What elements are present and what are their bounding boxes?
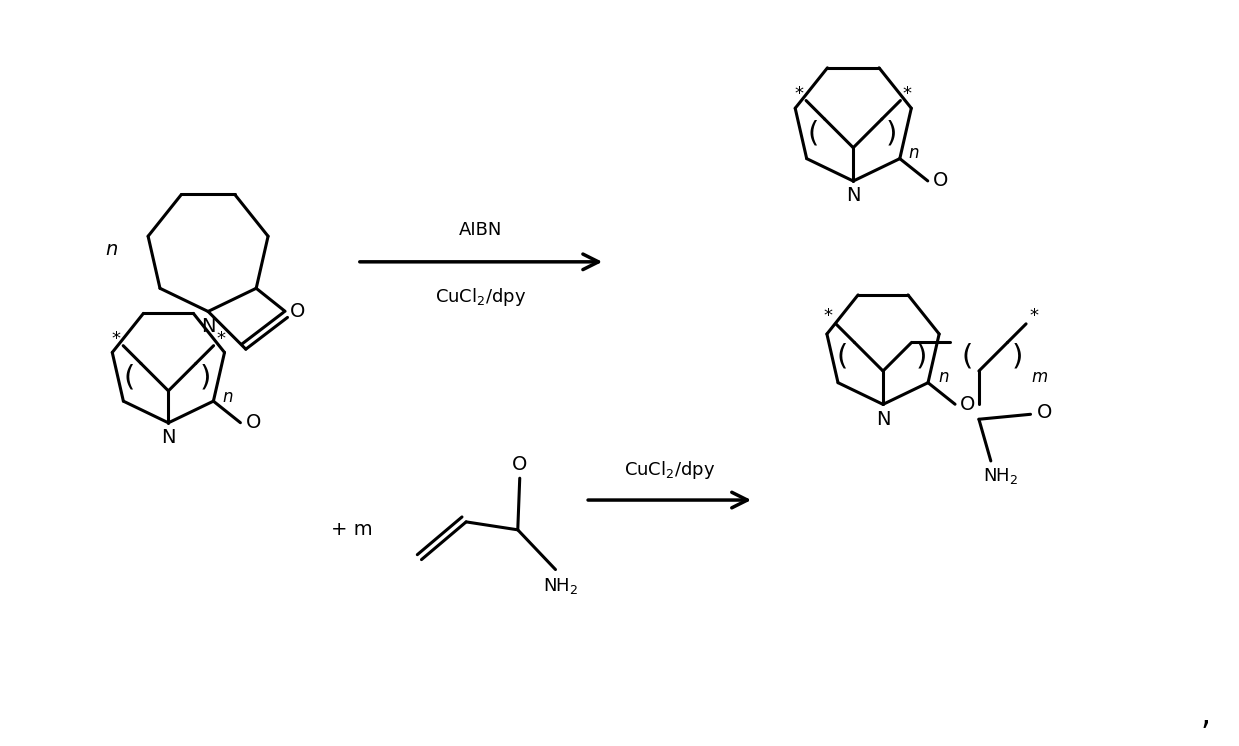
Text: *: * <box>216 330 225 348</box>
Text: (: ( <box>836 342 849 371</box>
Text: O: O <box>933 172 948 190</box>
Text: CuCl$_2$/dpy: CuCl$_2$/dpy <box>435 286 527 307</box>
Text: CuCl$_2$/dpy: CuCl$_2$/dpy <box>624 460 715 481</box>
Text: ,: , <box>1201 700 1211 731</box>
Text: N: N <box>876 410 891 429</box>
Text: ): ) <box>886 119 897 148</box>
Text: + m: + m <box>331 520 373 539</box>
Text: ): ) <box>916 342 927 371</box>
Text: *: * <box>112 330 120 348</box>
Text: NH$_2$: NH$_2$ <box>543 577 579 596</box>
Text: O: O <box>512 455 528 474</box>
Text: (: ( <box>961 342 973 371</box>
Text: N: N <box>846 186 861 205</box>
Text: O: O <box>290 302 306 321</box>
Text: *: * <box>1030 307 1038 325</box>
Text: O: O <box>1037 403 1052 421</box>
Text: (: ( <box>124 363 135 391</box>
Text: m: m <box>1031 368 1047 386</box>
Text: *: * <box>824 307 833 325</box>
Text: n: n <box>222 388 233 406</box>
Text: n: n <box>908 144 919 162</box>
Text: N: N <box>161 428 176 447</box>
Text: N: N <box>201 317 216 336</box>
Text: n: n <box>938 368 949 386</box>
Text: ): ) <box>1012 342 1023 371</box>
Text: O: O <box>245 413 261 432</box>
Text: NH$_2$: NH$_2$ <box>983 466 1018 486</box>
Text: AIBN: AIBN <box>460 221 503 239</box>
Text: ): ) <box>199 363 212 391</box>
Text: n: n <box>105 240 118 260</box>
Text: (: ( <box>807 119 819 148</box>
Text: O: O <box>960 395 975 414</box>
Text: *: * <box>903 84 912 103</box>
Text: *: * <box>794 84 804 103</box>
